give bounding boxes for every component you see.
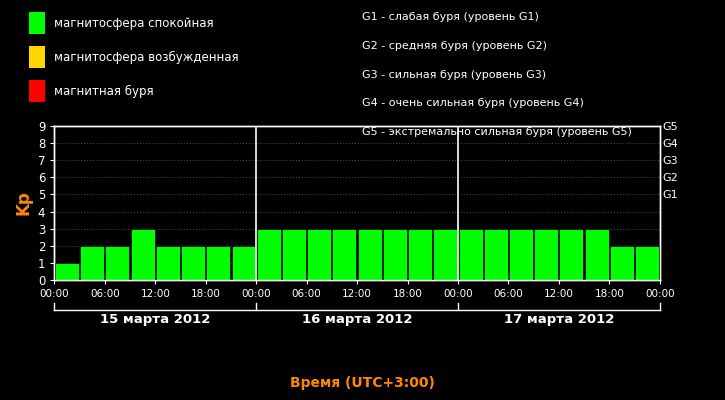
Text: 17 марта 2012: 17 марта 2012 [504, 313, 614, 326]
Text: магнитосфера спокойная: магнитосфера спокойная [54, 16, 213, 30]
Bar [484, 229, 508, 280]
Text: 16 марта 2012: 16 марта 2012 [302, 313, 413, 326]
Bar [282, 229, 306, 280]
Bar [207, 246, 231, 280]
Bar [181, 246, 205, 280]
Bar [434, 229, 457, 280]
Bar [534, 229, 558, 280]
Text: G2 - средняя буря (уровень G2): G2 - средняя буря (уровень G2) [362, 41, 547, 51]
Bar [509, 229, 533, 280]
Bar [357, 229, 381, 280]
Bar [80, 246, 104, 280]
Bar [156, 246, 180, 280]
Bar [130, 229, 154, 280]
Bar [333, 229, 357, 280]
Bar [231, 246, 255, 280]
Bar [459, 229, 483, 280]
Bar [408, 229, 432, 280]
Text: магнитосфера возбужденная: магнитосфера возбужденная [54, 50, 239, 64]
Text: G1 - слабая буря (уровень G1): G1 - слабая буря (уровень G1) [362, 12, 539, 22]
Bar [55, 263, 79, 280]
Text: Время (UTC+3:00): Время (UTC+3:00) [290, 376, 435, 390]
Bar [560, 229, 584, 280]
Y-axis label: Kр: Kр [14, 191, 33, 215]
Bar [584, 229, 609, 280]
Bar [105, 246, 130, 280]
Text: 15 марта 2012: 15 марта 2012 [100, 313, 210, 326]
Bar [635, 246, 659, 280]
Text: G5 - экстремально сильная буря (уровень G5): G5 - экстремально сильная буря (уровень … [362, 127, 632, 137]
Bar [610, 246, 634, 280]
Bar [257, 229, 281, 280]
Text: G4 - очень сильная буря (уровень G4): G4 - очень сильная буря (уровень G4) [362, 98, 584, 108]
Bar [383, 229, 407, 280]
Bar [307, 229, 331, 280]
Text: магнитная буря: магнитная буря [54, 84, 153, 98]
Text: G3 - сильная буря (уровень G3): G3 - сильная буря (уровень G3) [362, 70, 547, 80]
